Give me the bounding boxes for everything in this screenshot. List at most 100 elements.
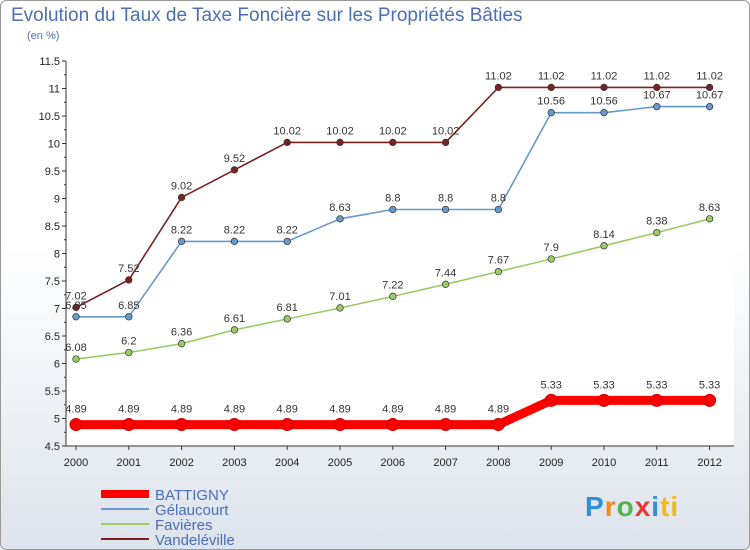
data-point [336,215,344,223]
legend-label: BATTIGNY [155,487,229,504]
data-point [650,393,664,407]
data-point [122,418,136,432]
data-point [333,418,347,432]
legend-label: Gélaucourt [155,502,229,519]
data-point [386,418,400,432]
data-label: 6.08 [65,342,86,354]
data-point [600,242,608,250]
data-label: 6.81 [276,302,297,314]
data-label: 4.89 [276,404,297,416]
data-point [72,355,80,363]
data-point [230,166,239,174]
x-tick-label: 2011 [645,457,669,469]
proxiti-logo: Proxiti [585,491,680,522]
data-label: 8.22 [171,224,192,236]
x-tick-label: 2001 [117,457,141,469]
x-tick-label: 2000 [64,457,88,469]
data-point [653,228,661,237]
data-point [283,315,291,323]
data-label: 7.22 [382,279,403,291]
data-point [227,418,241,432]
data-label: 5.33 [593,379,614,391]
data-point [177,340,186,348]
data-point [600,109,608,117]
data-point [544,393,558,407]
data-point [177,193,186,202]
y-tick-label: 6 [54,359,60,371]
data-point [494,83,503,92]
y-tick-label: 7.5 [45,276,60,288]
data-point [547,109,555,117]
data-point [494,268,503,276]
data-point [230,326,239,334]
x-tick-label: 2012 [697,457,721,469]
data-label: 8.63 [329,202,350,214]
y-tick-label: 4.5 [45,441,60,453]
x-tick-label: 2010 [592,457,616,469]
x-tick-label: 2007 [433,457,457,469]
y-tick-label: 8.5 [45,221,60,233]
data-point [439,418,453,432]
data-label: 4.89 [171,404,192,416]
y-tick-label: 7 [54,304,60,316]
data-point [280,418,294,432]
y-tick-label: 9.5 [45,166,60,178]
data-point [72,313,80,321]
y-tick-label: 8 [54,249,60,261]
data-label: 10.56 [537,96,565,108]
x-tick-label: 2006 [381,457,405,469]
data-point [705,102,714,111]
data-label: 10.67 [643,90,671,102]
axes: 4.5 5 5.5 6 6.5 7 7.5 8 8.5 9 9.5 10 10.5 11 11.5 2000 2… [39,56,734,469]
data-label: 10.67 [696,90,724,102]
legend-label: Vandeléville [155,532,235,549]
data-point [125,276,133,284]
data-point [283,138,291,147]
data-point [175,418,189,432]
data-label: 4.89 [435,404,456,416]
data-label: 10.02 [326,125,354,137]
data-label: 7.01 [329,291,350,303]
y-tick-label: 10 [48,139,60,151]
y-tick-label: 5 [54,414,60,426]
data-point [547,83,555,92]
data-point [230,237,239,246]
data-label: 10.02 [379,125,407,137]
data-point [125,348,133,357]
data-point [72,303,80,312]
data-label: 7.9 [544,242,559,254]
data-label: 4.89 [488,404,509,416]
data-label: 8.8 [438,193,453,205]
data-label: 9.52 [224,153,245,165]
data-label: 8.8 [385,193,400,205]
data-label: 5.33 [540,379,561,391]
x-tick-label: 2005 [328,457,352,469]
data-label: 8.8 [491,193,506,205]
data-point [441,138,450,147]
data-label: 11.02 [696,70,723,82]
legend-label: Favières [155,517,213,534]
plot-area [66,61,734,446]
data-point [494,205,503,214]
data-point [125,313,133,321]
data-point [653,83,661,92]
data-point [547,255,555,263]
data-label: 6.61 [224,313,245,325]
data-labels: 6.08 6.2 6.36 6.61 6.81 7.01 7.22 7.44 7.67 7.9 8.… [65,70,723,415]
x-tick-label: 2008 [486,457,510,469]
data-point [441,280,450,288]
data-label: 9.02 [171,180,192,192]
data-point [69,418,83,432]
data-point [597,393,611,407]
data-label: 7.44 [435,267,456,279]
data-label: 11.02 [643,70,670,82]
data-point [389,205,397,214]
data-label: 4.89 [65,404,86,416]
data-label: 8.63 [699,202,720,214]
data-label: 11.02 [485,70,512,82]
data-label: 11.02 [591,70,618,82]
data-label: 8.38 [646,216,667,228]
